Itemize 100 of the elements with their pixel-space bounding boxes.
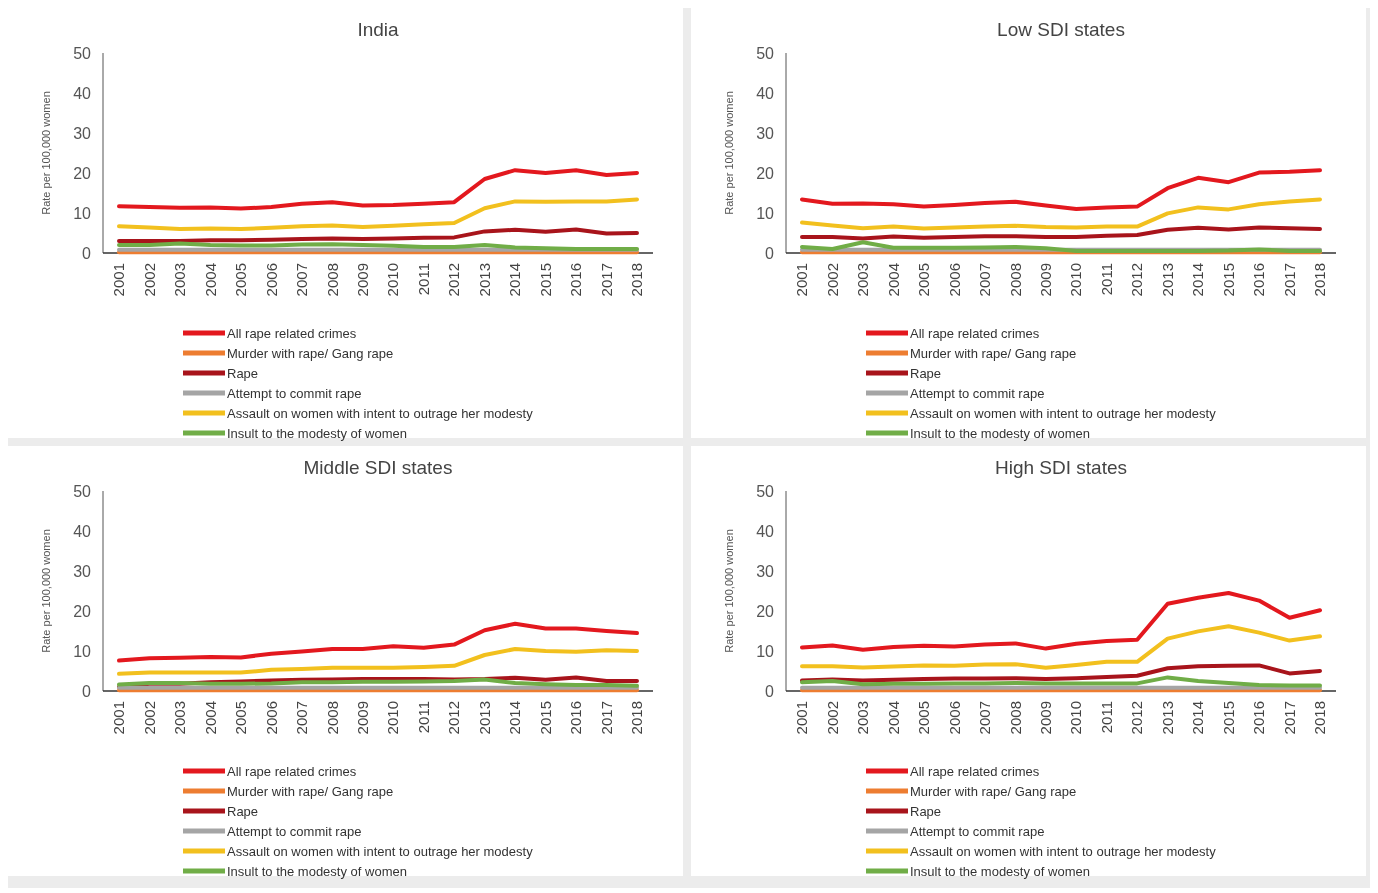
x-tick-label: 2004 xyxy=(884,263,902,297)
y-tick-label: 0 xyxy=(82,244,92,262)
x-tick-label: 2013 xyxy=(475,263,493,297)
legend-label: Assault on women with intent to outrage her modesty xyxy=(910,843,1217,859)
legend-label: Murder with rape/ Gang rape xyxy=(910,783,1077,799)
x-tick-label: 2005 xyxy=(232,701,250,735)
y-tick-label: 20 xyxy=(73,602,92,620)
x-tick-label: 2011 xyxy=(414,263,432,296)
legend-label: Assault on women with intent to outrage her modesty xyxy=(910,405,1217,421)
legend-label: Assault on women with intent to outrage her modesty xyxy=(227,843,534,859)
x-tick-label: 2006 xyxy=(945,701,963,735)
y-tick-label: 40 xyxy=(756,522,775,540)
x-tick-label: 2011 xyxy=(1097,701,1115,734)
x-tick-label: 2009 xyxy=(354,701,372,735)
x-tick-label: 2003 xyxy=(854,263,872,297)
line-series xyxy=(800,240,1322,253)
y-tick-label: 50 xyxy=(756,44,775,62)
y-tick-label: 0 xyxy=(765,682,775,700)
legend-label: All rape related crimes xyxy=(910,763,1040,779)
x-tick-label: 2007 xyxy=(976,701,994,735)
legend-label: All rape related crimes xyxy=(910,325,1040,341)
y-tick-label: 0 xyxy=(82,682,92,700)
x-tick-label: 2008 xyxy=(323,701,341,735)
legend-label: Rape xyxy=(227,365,259,381)
legend-label: Insult to the modesty of women xyxy=(227,425,407,441)
legend-label: Attempt to commit rape xyxy=(910,385,1045,401)
x-tick-label: 2006 xyxy=(262,701,280,735)
x-tick-label: 2005 xyxy=(915,263,933,297)
y-tick-label: 10 xyxy=(73,642,92,660)
legend-label: Attempt to commit rape xyxy=(227,823,362,839)
y-axis-title: Rate per 100,000 women xyxy=(723,91,735,215)
y-axis-title: Rate per 100,000 women xyxy=(40,91,52,215)
x-tick-label: 2002 xyxy=(823,701,841,735)
y-tick-label: 20 xyxy=(756,164,775,182)
x-tick-label: 2012 xyxy=(445,263,463,297)
x-tick-label: 2016 xyxy=(567,263,585,297)
x-tick-label: 2010 xyxy=(384,701,402,735)
x-tick-label: 2010 xyxy=(1067,701,1085,735)
x-tick-label: 2002 xyxy=(823,263,841,297)
legend-label: Insult to the modesty of women xyxy=(910,863,1090,879)
x-tick-label: 2011 xyxy=(1097,263,1115,296)
x-tick-label: 2013 xyxy=(475,701,493,735)
x-tick-label: 2001 xyxy=(110,701,128,735)
line-series xyxy=(800,168,1322,211)
x-tick-label: 2017 xyxy=(597,263,615,297)
chart-title: Middle SDI states xyxy=(303,457,453,478)
x-tick-label: 2001 xyxy=(793,263,811,297)
line-series xyxy=(117,647,639,676)
y-tick-label: 40 xyxy=(756,84,775,102)
x-tick-label: 2016 xyxy=(1250,701,1268,735)
y-tick-label: 10 xyxy=(756,642,775,660)
line-series xyxy=(117,197,639,231)
x-tick-label: 2015 xyxy=(536,701,554,735)
x-tick-label: 2004 xyxy=(201,263,219,297)
y-tick-label: 50 xyxy=(73,482,92,500)
y-tick-label: 50 xyxy=(73,44,92,62)
x-tick-label: 2011 xyxy=(414,701,432,734)
x-tick-label: 2010 xyxy=(1067,263,1085,297)
chart-title: Low SDI states xyxy=(997,19,1125,40)
legend-label: Assault on women with intent to outrage her modesty xyxy=(227,405,534,421)
x-tick-label: 2001 xyxy=(793,701,811,735)
y-tick-label: 0 xyxy=(765,244,775,262)
line-series xyxy=(117,227,639,243)
legend-label: All rape related crimes xyxy=(227,763,357,779)
legend-label: Rape xyxy=(910,803,942,819)
legend-label: Insult to the modesty of women xyxy=(910,425,1090,441)
x-tick-label: 2007 xyxy=(976,263,994,297)
x-tick-label: 2017 xyxy=(597,701,615,735)
x-tick-label: 2015 xyxy=(1219,701,1237,735)
x-tick-label: 2018 xyxy=(628,701,646,735)
x-tick-label: 2014 xyxy=(1189,263,1207,297)
x-tick-label: 2005 xyxy=(232,263,250,297)
y-axis-title: Rate per 100,000 women xyxy=(723,529,735,653)
line-series xyxy=(800,663,1322,683)
legend-label: Murder with rape/ Gang rape xyxy=(910,345,1077,361)
x-tick-label: 2007 xyxy=(293,263,311,297)
x-tick-label: 2015 xyxy=(536,263,554,297)
chart-title: India xyxy=(357,19,400,40)
x-tick-label: 2017 xyxy=(1280,701,1298,735)
y-tick-label: 40 xyxy=(73,84,92,102)
x-tick-label: 2004 xyxy=(884,701,902,735)
x-tick-label: 2004 xyxy=(201,701,219,735)
y-tick-label: 30 xyxy=(756,124,775,142)
x-tick-label: 2002 xyxy=(140,701,158,735)
legend-label: Attempt to commit rape xyxy=(227,385,362,401)
x-tick-label: 2012 xyxy=(445,701,463,735)
y-tick-label: 30 xyxy=(73,124,92,142)
x-tick-label: 2018 xyxy=(1311,701,1329,735)
x-tick-label: 2012 xyxy=(1128,701,1146,735)
y-tick-label: 20 xyxy=(756,602,775,620)
x-tick-label: 2005 xyxy=(915,701,933,735)
x-tick-label: 2018 xyxy=(1311,263,1329,297)
line-series xyxy=(800,197,1322,231)
x-tick-label: 2014 xyxy=(506,263,524,297)
y-tick-label: 30 xyxy=(756,562,775,580)
x-tick-label: 2015 xyxy=(1219,263,1237,297)
legend-label: All rape related crimes xyxy=(227,325,357,341)
x-tick-label: 2016 xyxy=(567,701,585,735)
x-tick-label: 2009 xyxy=(354,263,372,297)
x-tick-label: 2006 xyxy=(945,263,963,297)
